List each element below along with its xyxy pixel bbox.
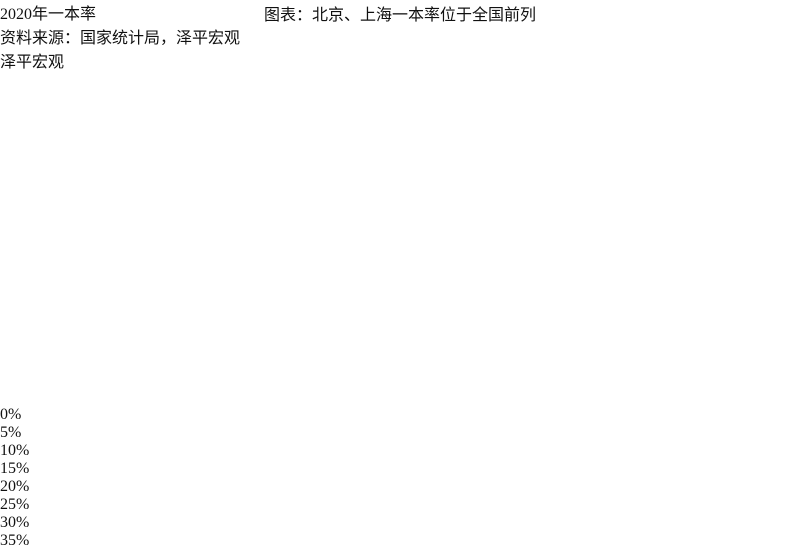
source-note: 资料来源：国家统计局，泽平宏观 bbox=[0, 30, 241, 47]
watermark-text: 泽平宏观 bbox=[0, 54, 65, 71]
y-axis-label: 15% bbox=[0, 460, 30, 477]
watermark: 泽平宏观 bbox=[0, 48, 800, 72]
y-axis-label: 20% bbox=[0, 478, 30, 495]
y-axis-label: 0% bbox=[0, 406, 22, 423]
y-axis-line bbox=[0, 72, 800, 406]
y-axis-label: 30% bbox=[0, 514, 30, 531]
y-axis-label: 35% bbox=[0, 532, 30, 547]
chart-legend: 2020年一本率 bbox=[0, 0, 800, 24]
y-axis-label: 25% bbox=[0, 496, 30, 513]
y-axis-label: 5% bbox=[0, 424, 22, 441]
legend-label: 2020年一本率 bbox=[0, 6, 97, 23]
y-axis-label: 10% bbox=[0, 442, 30, 459]
page-title: 图表：北京、上海一本率位于全国前列 bbox=[263, 7, 536, 24]
